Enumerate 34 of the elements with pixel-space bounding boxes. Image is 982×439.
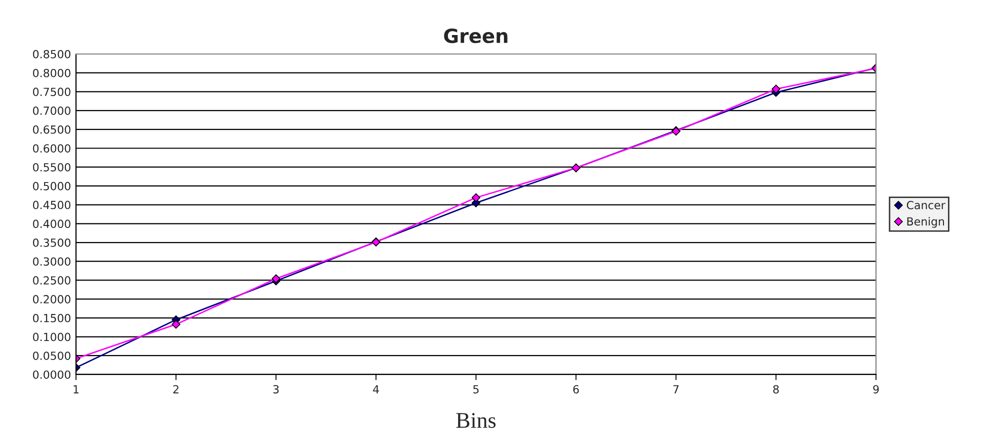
x-tick-label: 1 bbox=[74, 385, 79, 394]
y-tick-label: 0.6500 bbox=[32, 125, 70, 134]
y-tick-label: 0.1000 bbox=[32, 332, 70, 342]
legend-label: Benign bbox=[907, 217, 944, 228]
y-tick-label: 0.3500 bbox=[32, 238, 70, 247]
x-tick-label: 6 bbox=[573, 385, 579, 394]
y-tick-label: 0.6000 bbox=[32, 144, 70, 153]
y-tick-label: 0.0000 bbox=[32, 370, 70, 379]
y-tick-label: 0.7000 bbox=[32, 106, 70, 115]
x-tick-label: 2 bbox=[173, 385, 178, 394]
y-tick-label: 0.7500 bbox=[32, 88, 70, 96]
y-tick-label: 0.2000 bbox=[32, 295, 70, 304]
x-tick-label: 9 bbox=[873, 385, 879, 394]
y-tick-label: 0.4000 bbox=[32, 220, 70, 228]
x-tick-label: 3 bbox=[273, 385, 279, 394]
y-tick-label: 0.3000 bbox=[32, 257, 70, 266]
x-tick-label: 8 bbox=[773, 385, 779, 394]
y-tick-label: 0.5500 bbox=[32, 163, 70, 172]
x-tick-label: 7 bbox=[673, 385, 679, 394]
point bbox=[172, 320, 180, 329]
x-axis-title: Bins bbox=[456, 413, 496, 428]
y-tick-label: 0.2500 bbox=[32, 276, 70, 285]
y-tick-label: 0.8500 bbox=[32, 50, 70, 58]
y-tick-label: 0.5000 bbox=[32, 182, 70, 190]
chart-title: Green bbox=[444, 28, 508, 44]
x-tick-label: 5 bbox=[473, 385, 479, 394]
point bbox=[472, 193, 480, 202]
y-tick-label: 0.4500 bbox=[32, 200, 70, 210]
y-tick-label: 0.0500 bbox=[32, 352, 70, 360]
y-tick-label: 0.1500 bbox=[32, 314, 70, 322]
legend-label: Cancer bbox=[906, 200, 946, 210]
x-tick-label: 4 bbox=[373, 385, 379, 394]
point bbox=[772, 84, 780, 94]
y-tick-label: 0.8000 bbox=[32, 68, 70, 78]
